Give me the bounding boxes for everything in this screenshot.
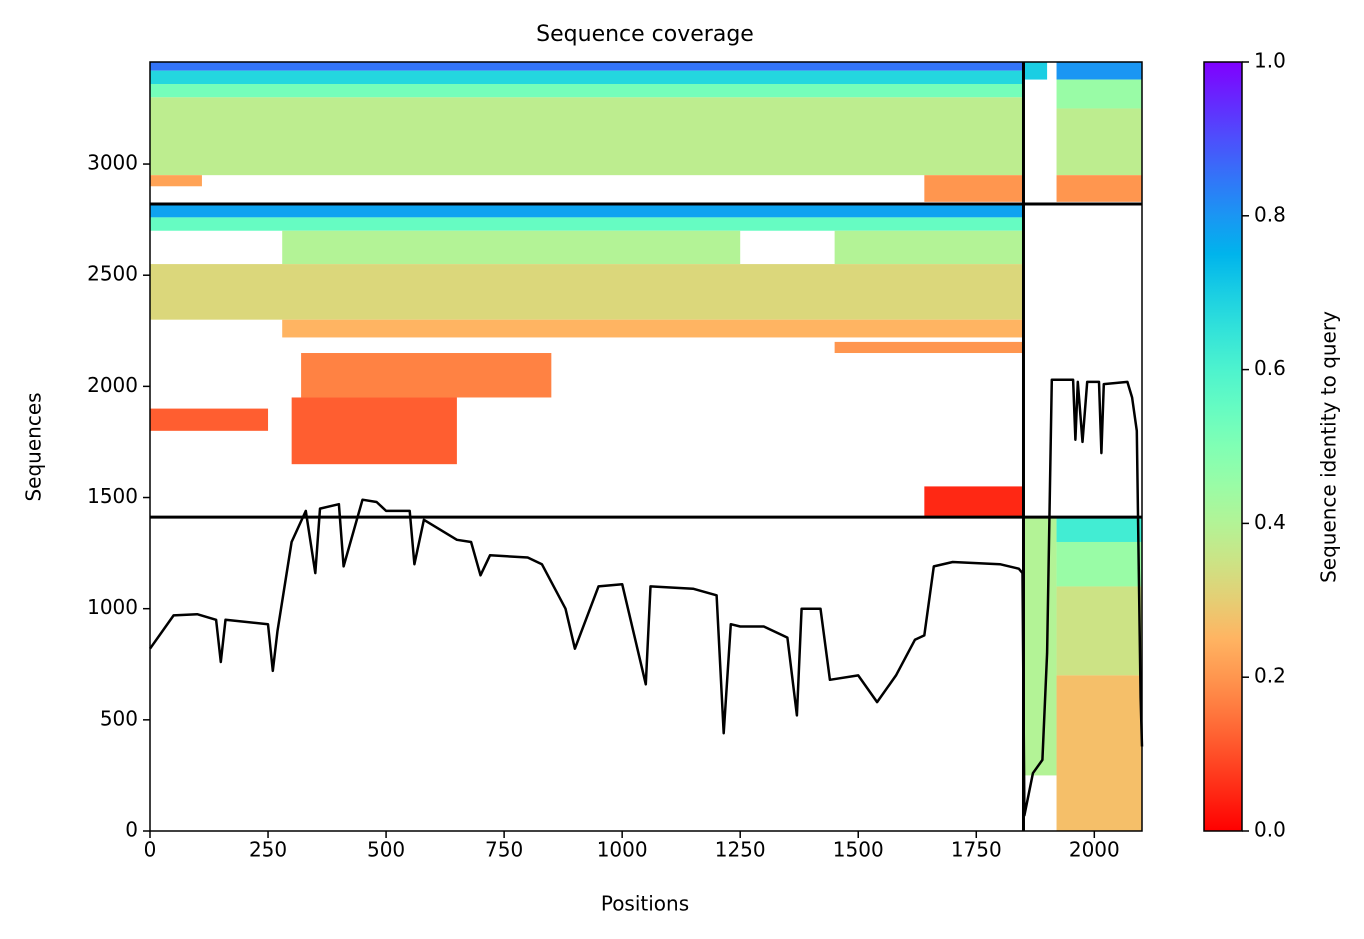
coverage-block: [834, 341, 1024, 354]
coverage-block: [150, 70, 1024, 85]
x-tick-label: 1750: [951, 838, 1002, 862]
x-tick-label: 1500: [833, 838, 884, 862]
coverage-block: [150, 84, 1024, 98]
colorbar-label: Sequence identity to query: [1317, 311, 1341, 583]
coverage-block: [150, 97, 1024, 176]
coverage-block: [150, 408, 269, 431]
colorbar-tick-label: 0.0: [1254, 818, 1286, 842]
x-tick-label: 0: [144, 838, 157, 862]
coverage-line: [148, 378, 1144, 817]
coverage-block: [291, 397, 457, 465]
coverage-block: [1056, 79, 1142, 109]
x-tick-label: 250: [249, 838, 287, 862]
coverage-block: [924, 486, 1024, 518]
y-tick-label: 1500: [87, 484, 138, 508]
coverage-block: [150, 62, 1024, 71]
x-tick-label: 1250: [715, 838, 766, 862]
coverage-block: [1056, 108, 1142, 176]
y-tick-label: 500: [100, 706, 138, 730]
coverage-block: [834, 230, 1024, 265]
coverage-block: [1056, 175, 1142, 202]
y-axis-label: Sequences: [22, 392, 46, 501]
x-tick-label: 750: [485, 838, 523, 862]
coverage-block: [1023, 62, 1048, 80]
coverage-block: [282, 319, 1024, 338]
coverage-block: [301, 353, 552, 398]
coverage-block: [1056, 62, 1142, 80]
coverage-block: [150, 217, 1024, 231]
coverage-block: [150, 204, 1024, 218]
coverage-block: [1023, 517, 1057, 776]
coverage-block: [282, 230, 741, 265]
y-tick-label: 2500: [87, 262, 138, 286]
colorbar-tick-label: 1.0: [1254, 49, 1286, 73]
y-tick-label: 1000: [87, 595, 138, 619]
coverage-block: [150, 175, 202, 187]
coverage-block: [1056, 541, 1142, 587]
coverage-block: [924, 175, 1024, 202]
x-tick-label: 1000: [597, 838, 648, 862]
x-axis-label: Positions: [601, 892, 689, 916]
coverage-block: [1056, 675, 1142, 831]
colorbar-tick-label: 0.4: [1254, 510, 1286, 534]
plot-frame: [149, 61, 1143, 832]
colorbar-tick-label: 0.8: [1254, 202, 1286, 226]
coverage-block: [1056, 586, 1142, 676]
colorbar-tick-label: 0.6: [1254, 356, 1286, 380]
y-tick-label: 0: [125, 818, 138, 842]
x-tick-label: 2000: [1069, 838, 1120, 862]
x-tick-label: 500: [367, 838, 405, 862]
coverage-block: [1056, 517, 1142, 542]
chart-title: Sequence coverage: [536, 22, 754, 47]
coverage-block: [150, 264, 1024, 320]
y-tick-label: 3000: [87, 151, 138, 175]
colorbar-tick-label: 0.2: [1254, 664, 1286, 688]
colorbar: [1203, 61, 1243, 832]
y-tick-label: 2000: [87, 373, 138, 397]
